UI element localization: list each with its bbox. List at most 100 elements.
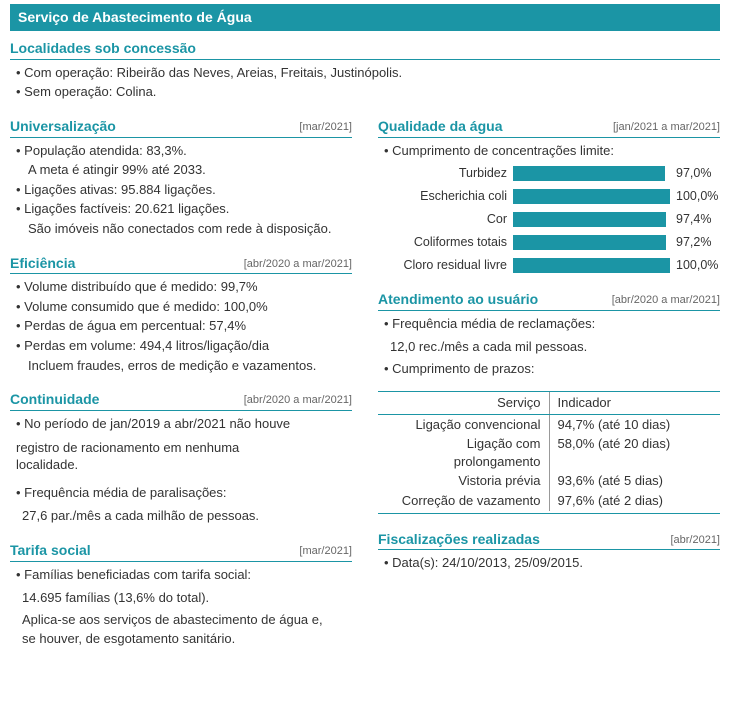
title-text: Tarifa social: [10, 542, 91, 558]
list-item: Frequência média de paralisações:: [16, 484, 352, 502]
tarifa-line: Aplica-se aos serviços de abastecimento …: [10, 611, 352, 629]
bar-fill: [513, 258, 670, 273]
list-item: Ligações factíveis: 20.621 ligações.: [16, 200, 352, 218]
section-atendimento: Atendimento ao usuário [abr/2020 a mar/2…: [378, 290, 720, 514]
table-head: Serviço Indicador: [378, 391, 720, 415]
list-item: Perdas de água em percentual: 57,4%: [16, 317, 352, 335]
section-localidades: Localidades sob concessão Com operação: …: [10, 39, 720, 101]
list-item: No período de jan/2019 a abr/2021 não ho…: [16, 415, 352, 433]
table-row: Ligação convencional94,7% (até 10 dias): [378, 415, 720, 435]
bar-row: Escherichia coli100,0%: [378, 188, 720, 205]
atend-line: 12,0 rec./mês a cada mil pessoas.: [378, 338, 720, 356]
td-indicator: 94,7% (até 10 dias): [549, 415, 721, 435]
title-text: Universalização: [10, 118, 116, 134]
section-qualidade: Qualidade da água [jan/2021 a mar/2021] …: [378, 117, 720, 274]
quality-bar-chart: Turbidez97,0%Escherichia coli100,0%Cor97…: [378, 165, 720, 273]
section-title: Atendimento ao usuário [abr/2020 a mar/2…: [378, 290, 720, 311]
bar-label: Cor: [378, 211, 513, 228]
service-table: Serviço Indicador Ligação convencional94…: [378, 391, 720, 513]
title-text: Eficiência: [10, 255, 75, 271]
table-row: Ligação com prolongamento58,0% (até 20 d…: [378, 434, 720, 471]
section-continuidade: Continuidade [abr/2020 a mar/2021] No pe…: [10, 390, 352, 525]
bar-label: Escherichia coli: [378, 188, 513, 205]
section-date: [abr/2020 a mar/2021]: [612, 293, 720, 308]
td-indicator: 97,6% (até 2 dias): [549, 491, 721, 511]
cont-line: localidade.: [10, 456, 352, 474]
td-service: Correção de vazamento: [378, 491, 549, 511]
list-item: Data(s): 24/10/2013, 25/09/2015.: [384, 554, 720, 572]
section-title: Continuidade [abr/2020 a mar/2021]: [10, 390, 352, 411]
bar-value: 100,0%: [670, 257, 720, 274]
cont-line: registro de racionamento em nenhuma: [10, 439, 352, 457]
list-item: População atendida: 83,3%.: [16, 142, 352, 160]
eficiencia-list: Volume distribuído que é medido: 99,7% V…: [10, 278, 352, 374]
list-item: Cumprimento de concentrações limite:: [384, 142, 720, 160]
bar-row: Turbidez97,0%: [378, 165, 720, 182]
section-title: Tarifa social [mar/2021]: [10, 541, 352, 562]
bar-fill: [513, 189, 670, 204]
table-row: Correção de vazamento97,6% (até 2 dias): [378, 491, 720, 511]
section-universalizacao: Universalização [mar/2021] População ate…: [10, 117, 352, 238]
th-service: Serviço: [378, 392, 549, 414]
list-item: Volume consumido que é medido: 100,0%: [16, 298, 352, 316]
tarifa-line: se houver, de esgotamento sanitário.: [10, 630, 352, 648]
section-title: Fiscalizações realizadas [abr/2021]: [378, 530, 720, 551]
title-text: Continuidade: [10, 391, 99, 407]
table-row: Vistoria prévia93,6% (até 5 dias): [378, 471, 720, 491]
bar-track: [513, 212, 670, 227]
section-eficiencia: Eficiência [abr/2020 a mar/2021] Volume …: [10, 254, 352, 375]
title-text: Fiscalizações realizadas: [378, 531, 540, 547]
fisc-list: Data(s): 24/10/2013, 25/09/2015.: [378, 554, 720, 572]
bar-row: Cloro residual livre 100,0%: [378, 257, 720, 274]
continuidade-list2: Frequência média de paralisações:: [10, 484, 352, 502]
section-date: [mar/2021]: [299, 544, 352, 559]
section-title: Universalização [mar/2021]: [10, 117, 352, 138]
section-date: [abr/2020 a mar/2021]: [244, 257, 352, 272]
list-item: Perdas em volume: 494,4 litros/ligação/d…: [16, 337, 352, 355]
section-date: [abr/2020 a mar/2021]: [244, 393, 352, 408]
tarifa-line: 14.695 famílias (13,6% do total).: [10, 589, 352, 607]
bar-track: [513, 235, 670, 250]
bar-track: [513, 166, 670, 181]
localidades-list: Com operação: Ribeirão das Neves, Areias…: [10, 64, 720, 101]
section-fiscalizacoes: Fiscalizações realizadas [abr/2021] Data…: [378, 530, 720, 572]
bar-track: [513, 258, 670, 273]
bar-fill: [513, 212, 666, 227]
section-title-localidades: Localidades sob concessão: [10, 39, 720, 60]
td-indicator: 58,0% (até 20 dias): [549, 434, 721, 471]
section-date: [jan/2021 a mar/2021]: [613, 120, 720, 135]
bar-value: 97,2%: [670, 234, 720, 251]
bar-label: Cloro residual livre: [378, 257, 513, 274]
list-item: Com operação: Ribeirão das Neves, Areias…: [16, 64, 720, 82]
bar-row: Coliformes totais97,2%: [378, 234, 720, 251]
list-item: Famílias beneficiadas com tarifa social:: [16, 566, 352, 584]
list-item: Cumprimento de prazos:: [384, 360, 720, 378]
th-indicator: Indicador: [549, 392, 721, 414]
qualidade-lead: Cumprimento de concentrações limite:: [378, 142, 720, 160]
td-service: Ligação convencional: [378, 415, 549, 435]
list-item: Ligações ativas: 95.884 ligações.: [16, 181, 352, 199]
list-item: Volume distribuído que é medido: 99,7%: [16, 278, 352, 296]
list-sub: São imóveis não conectados com rede à di…: [16, 220, 352, 238]
atendimento-list: Frequência média de reclamações:: [378, 315, 720, 333]
section-title: Eficiência [abr/2020 a mar/2021]: [10, 254, 352, 275]
section-tarifa: Tarifa social [mar/2021] Famílias benefi…: [10, 541, 352, 648]
universalizacao-list: População atendida: 83,3%. A meta é atin…: [10, 142, 352, 238]
title-text: Qualidade da água: [378, 118, 502, 134]
bar-value: 97,4%: [670, 211, 720, 228]
bar-row: Cor 97,4%: [378, 211, 720, 228]
table-body: Ligação convencional94,7% (até 10 dias)L…: [378, 415, 720, 514]
list-item: Sem operação: Colina.: [16, 83, 720, 101]
cont-line: 27,6 par./mês a cada milhão de pessoas.: [10, 507, 352, 525]
section-title: Qualidade da água [jan/2021 a mar/2021]: [378, 117, 720, 138]
bar-fill: [513, 166, 665, 181]
list-sub: Incluem fraudes, erros de medição e vaza…: [16, 357, 352, 375]
td-service: Vistoria prévia: [378, 471, 549, 491]
section-date: [mar/2021]: [299, 120, 352, 135]
continuidade-list: No período de jan/2019 a abr/2021 não ho…: [10, 415, 352, 433]
title-text: Atendimento ao usuário: [378, 291, 538, 307]
td-service: Ligação com prolongamento: [378, 434, 549, 471]
list-item: Frequência média de reclamações:: [384, 315, 720, 333]
td-indicator: 93,6% (até 5 dias): [549, 471, 721, 491]
bar-fill: [513, 235, 666, 250]
